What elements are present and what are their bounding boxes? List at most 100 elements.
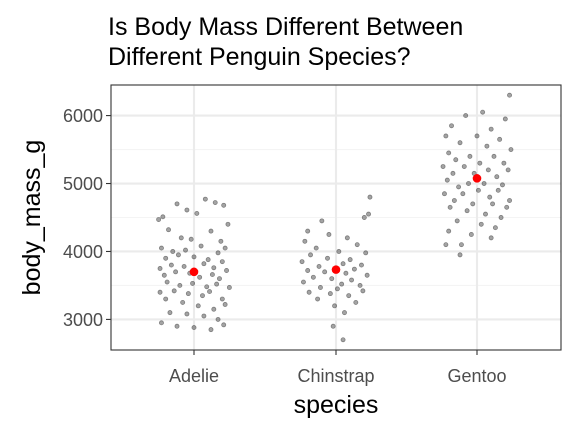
jitter-point (313, 245, 319, 251)
x-tick-label: Adelie (169, 366, 219, 386)
jitter-point (211, 265, 217, 271)
jitter-point (184, 311, 190, 317)
jitter-point (497, 136, 503, 142)
jitter-point (225, 221, 231, 227)
jitter-point (205, 257, 211, 263)
jitter-point (184, 207, 190, 213)
jitter-point (488, 126, 494, 132)
jitter-point (163, 296, 169, 302)
jitter-point (316, 263, 322, 269)
jitter-point (222, 245, 228, 251)
jitter-point (485, 167, 491, 173)
jitter-point (191, 254, 197, 260)
jitter-point (359, 262, 364, 268)
jitter-point (347, 257, 353, 263)
jitter-point (161, 272, 167, 278)
y-axis-title: body_mass_g (18, 140, 46, 296)
jitter-point (319, 218, 325, 224)
jitter-point (491, 153, 497, 159)
jitter-point (218, 238, 224, 244)
jitter-point (201, 313, 207, 319)
jitter-point (481, 181, 487, 186)
jitter-point (325, 255, 330, 261)
jitter-point (207, 289, 213, 295)
jitter-point (317, 285, 323, 290)
jitter-point (212, 200, 218, 206)
jitter-point (226, 285, 232, 290)
jitter-point (363, 250, 369, 256)
jitter-point (443, 242, 449, 248)
jitter-point (191, 325, 197, 331)
jitter-point (450, 170, 456, 176)
jitter-point (504, 204, 510, 210)
jitter-point (171, 288, 177, 294)
jitter-point (442, 191, 447, 197)
jitter-point (446, 150, 452, 156)
jitter-point (339, 281, 345, 287)
jitter-point (332, 303, 338, 309)
jitter-point (221, 322, 227, 328)
jitter-point (204, 284, 210, 290)
jitter-point (443, 133, 449, 139)
jitter-point (167, 310, 173, 316)
mean-point (331, 265, 341, 274)
jitter-point (188, 236, 194, 242)
jitter-point (483, 211, 488, 217)
jitter-point (484, 143, 490, 149)
jitter-point (159, 320, 164, 326)
jitter-point (456, 184, 462, 190)
jitter-point (460, 191, 466, 197)
jitter-point (159, 245, 164, 251)
jitter-points-layer (156, 92, 514, 343)
jitter-point (326, 232, 332, 237)
jitter-point (458, 242, 464, 248)
jitter-point (166, 227, 171, 233)
jitter-point (467, 153, 473, 159)
chart-title-line-1: Is Body Mass Different Between (108, 13, 463, 41)
jitter-point (494, 174, 500, 180)
jitter-point (474, 133, 480, 139)
jitter-point (351, 266, 357, 272)
jitter-point (173, 269, 179, 275)
jitter-point (164, 279, 170, 285)
y-axis: 3000 4000 5000 6000 (63, 106, 111, 330)
jitter-point (209, 272, 215, 278)
jitter-point (353, 299, 359, 305)
jitter-point (344, 235, 350, 241)
jitter-point (183, 247, 188, 253)
jitter-point (447, 204, 453, 210)
x-axis: Adelie Chinstrap Gentoo (169, 350, 507, 386)
jitter-point (343, 270, 349, 276)
jitter-point (342, 310, 347, 316)
jitter-point (360, 288, 366, 294)
jitter-point (334, 286, 340, 292)
jitter-point (180, 299, 186, 305)
jitter-point (224, 268, 229, 273)
jitter-point (446, 228, 452, 234)
jitter-point (185, 291, 191, 297)
jitter-point (478, 221, 484, 227)
jitter-point (475, 187, 481, 193)
mean-points-layer (189, 174, 482, 277)
jitter-point (361, 215, 367, 220)
jitter-point (200, 293, 205, 299)
y-tick-label: 6000 (63, 106, 103, 126)
jitter-point (195, 303, 201, 309)
jitter-point (322, 269, 328, 275)
jitter-point (468, 232, 474, 237)
jitter-point (175, 252, 181, 258)
jitter-point (168, 262, 174, 268)
jitter-point (470, 201, 476, 207)
jitter-point (329, 276, 335, 282)
jitter-point (327, 291, 333, 297)
jitter-point (466, 181, 471, 186)
y-tick-label: 4000 (63, 242, 103, 262)
jitter-point (201, 261, 207, 267)
jitter-point (198, 243, 204, 249)
jitter-point (177, 282, 183, 288)
jitter-point (178, 235, 184, 241)
jitter-point (160, 214, 166, 220)
jitter-point (310, 274, 316, 280)
jitter-point (219, 296, 225, 302)
